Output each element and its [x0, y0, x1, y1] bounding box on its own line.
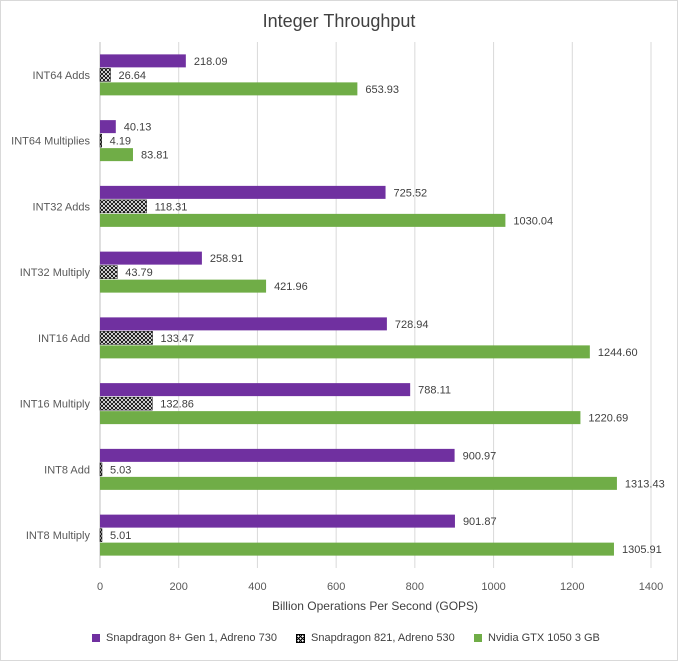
x-axis-title: Billion Operations Per Second (GOPS) — [272, 599, 478, 613]
bar — [99, 462, 103, 477]
bar — [99, 68, 111, 82]
data-label: 421.96 — [274, 281, 308, 293]
x-tick-label: 1000 — [481, 581, 505, 593]
bar — [100, 383, 411, 397]
bar — [100, 345, 590, 359]
legend-item-gtx-1050: Nvidia GTX 1050 3 GB — [474, 632, 600, 644]
data-label: 4.19 — [110, 136, 131, 148]
category-label: INT8 Add — [44, 464, 90, 476]
legend-item-snapdragon-821: Snapdragon 821, Adreno 530 — [296, 632, 455, 644]
x-tick-label: 200 — [170, 581, 188, 593]
category-label: INT16 Multiply — [20, 399, 91, 411]
bar — [99, 528, 103, 542]
legend-item-snapdragon-8plus: Snapdragon 8+ Gen 1, Adreno 730 — [92, 632, 277, 644]
bar — [100, 54, 186, 68]
data-label: 653.93 — [365, 84, 399, 96]
x-tick-label: 1200 — [560, 581, 584, 593]
data-label: 1030.04 — [513, 215, 553, 227]
x-tick-label: 0 — [97, 581, 103, 593]
data-label: 901.87 — [463, 516, 497, 528]
data-label: 40.13 — [124, 122, 152, 134]
x-tick-label: 400 — [248, 581, 266, 593]
legend-swatch-purple — [92, 634, 100, 642]
data-label: 218.09 — [194, 56, 228, 68]
bar — [100, 411, 581, 425]
data-label: 83.81 — [141, 150, 169, 162]
data-label: 43.79 — [125, 267, 153, 279]
bar — [99, 133, 102, 148]
category-label: INT16 Add — [38, 333, 90, 345]
category-label: INT64 Adds — [33, 70, 91, 82]
bar — [100, 251, 202, 265]
data-label: 5.01 — [110, 530, 131, 542]
bar — [99, 265, 118, 279]
bar — [99, 331, 153, 345]
data-label: 118.31 — [155, 201, 188, 213]
bar — [100, 448, 455, 462]
category-label: INT32 Multiply — [20, 267, 91, 279]
category-label: INT32 Adds — [33, 201, 91, 213]
data-label: 725.52 — [394, 187, 428, 199]
legend-label: Snapdragon 8+ Gen 1, Adreno 730 — [106, 632, 277, 644]
x-tick-label: 600 — [327, 581, 345, 593]
data-label: 1313.43 — [625, 478, 665, 490]
x-tick-label: 800 — [406, 581, 424, 593]
data-label: 26.64 — [118, 70, 146, 82]
legend-swatch-green — [474, 634, 482, 642]
legend-label: Nvidia GTX 1050 3 GB — [488, 632, 600, 644]
bar — [99, 199, 147, 214]
bar — [100, 82, 358, 96]
bar — [100, 279, 267, 293]
data-label: 1244.60 — [598, 347, 638, 359]
data-label: 728.94 — [395, 319, 429, 331]
data-label: 900.97 — [463, 450, 497, 462]
bar — [100, 514, 455, 528]
bar — [100, 542, 614, 556]
bar — [100, 185, 386, 199]
bar — [100, 317, 387, 331]
category-label: INT64 Multiplies — [11, 136, 90, 148]
data-label: 258.91 — [210, 253, 244, 265]
chart-title: Integer Throughput — [262, 11, 416, 31]
data-label: 1305.91 — [622, 544, 662, 556]
x-tick-label: 1400 — [639, 581, 663, 593]
data-label: 1220.69 — [588, 413, 628, 425]
data-label: 5.03 — [110, 464, 131, 476]
data-label: 132.86 — [160, 399, 194, 411]
bar — [100, 476, 617, 490]
bar — [99, 396, 153, 411]
category-label: INT8 Multiply — [26, 530, 91, 542]
legend-swatch-hatch — [296, 633, 305, 643]
bar — [100, 148, 133, 162]
data-label: 133.47 — [161, 333, 195, 345]
legend-label: Snapdragon 821, Adreno 530 — [311, 632, 455, 644]
bar — [100, 213, 506, 227]
data-label: 788.11 — [418, 385, 451, 397]
bar — [100, 120, 116, 134]
